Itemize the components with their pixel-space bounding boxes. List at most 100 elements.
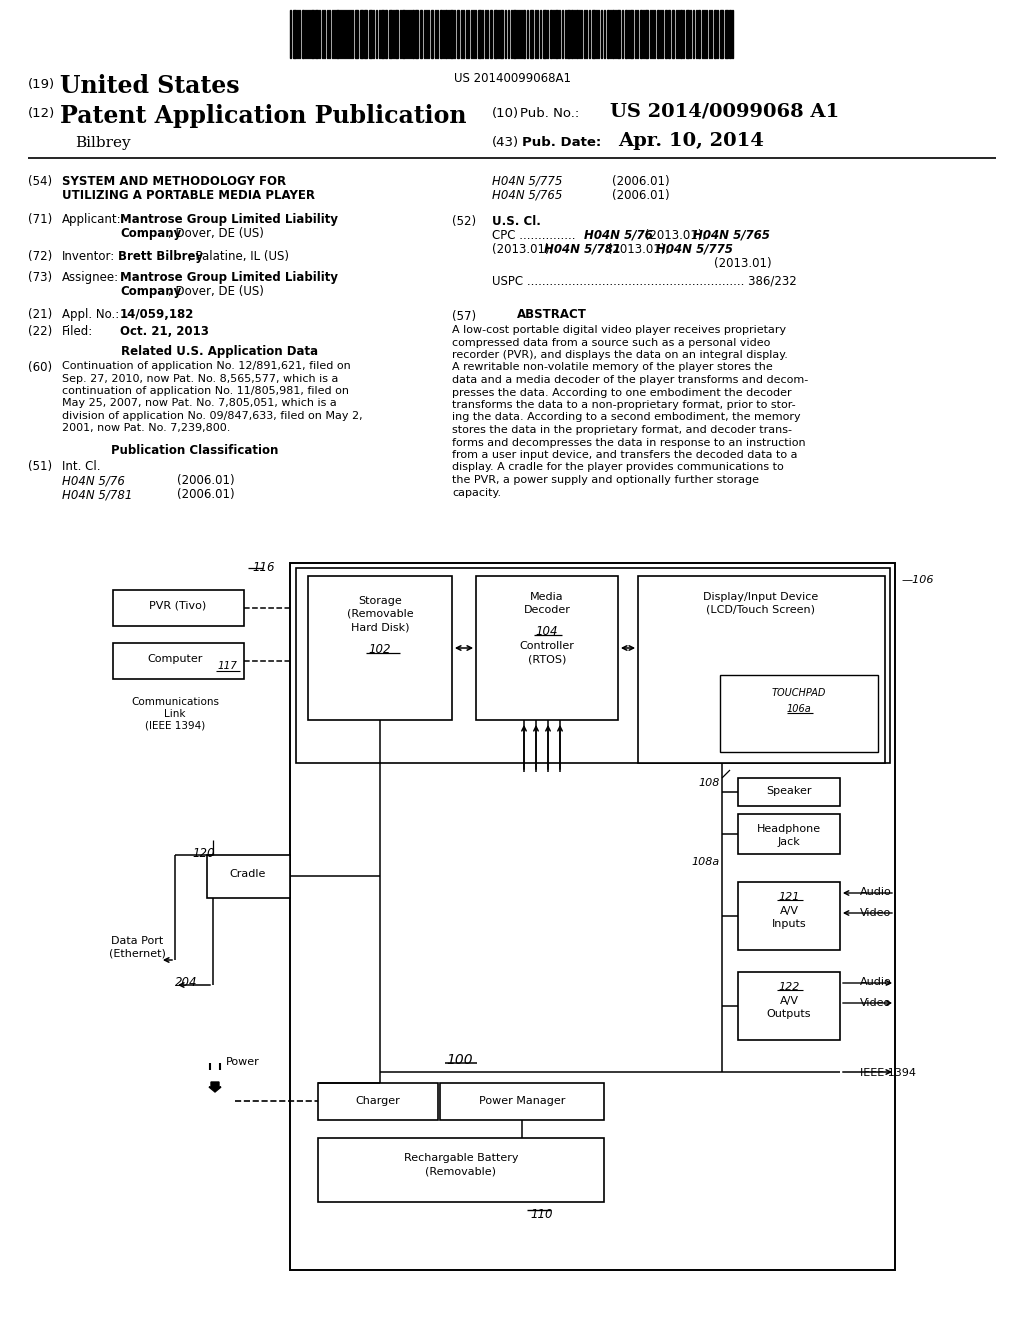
Text: Video: Video: [860, 908, 891, 917]
Bar: [440, 11, 442, 58]
Bar: [698, 11, 700, 58]
Text: Oct. 21, 2013: Oct. 21, 2013: [120, 325, 209, 338]
Text: Data Port: Data Port: [111, 936, 163, 946]
Bar: [457, 11, 459, 58]
Text: Audio: Audio: [860, 977, 892, 987]
Bar: [617, 11, 620, 58]
Text: 204: 204: [175, 975, 198, 989]
Bar: [571, 11, 573, 58]
Text: (21): (21): [28, 308, 52, 321]
Text: (71): (71): [28, 213, 52, 226]
Text: (2013.01);: (2013.01);: [492, 243, 557, 256]
Bar: [293, 11, 296, 58]
Text: (73): (73): [28, 271, 52, 284]
Bar: [431, 11, 433, 58]
Bar: [445, 11, 447, 58]
Text: H04N 5/765: H04N 5/765: [693, 228, 770, 242]
Text: Filed:: Filed:: [62, 325, 93, 338]
Text: (52): (52): [452, 215, 476, 228]
Bar: [476, 576, 618, 719]
Bar: [543, 11, 546, 58]
Text: Brett Bilbrey: Brett Bilbrey: [118, 249, 203, 263]
Text: from a user input device, and transfers the decoded data to a: from a user input device, and transfers …: [452, 450, 798, 459]
Text: 117: 117: [218, 661, 238, 671]
Bar: [668, 11, 670, 58]
Text: PVR (Tivo): PVR (Tivo): [150, 601, 207, 611]
Text: (12): (12): [28, 107, 55, 120]
Bar: [381, 11, 384, 58]
Text: Power: Power: [226, 1057, 260, 1067]
Text: 102: 102: [369, 643, 391, 656]
Bar: [738, 777, 840, 807]
Text: H04N 5/781: H04N 5/781: [544, 243, 621, 256]
Text: the PVR, a power supply and optionally further storage: the PVR, a power supply and optionally f…: [452, 475, 759, 484]
Bar: [657, 11, 659, 58]
Text: U.S. Cl.: U.S. Cl.: [492, 215, 541, 228]
Text: Computer: Computer: [147, 653, 203, 664]
Text: H04N 5/775: H04N 5/775: [492, 176, 562, 187]
Text: Inputs: Inputs: [772, 919, 806, 929]
Bar: [290, 564, 895, 1270]
Bar: [738, 972, 840, 1040]
Text: —106: —106: [902, 576, 935, 585]
Text: (2006.01): (2006.01): [612, 176, 670, 187]
Bar: [738, 814, 840, 854]
Bar: [355, 11, 358, 58]
Bar: [113, 643, 244, 678]
Bar: [478, 11, 481, 58]
Text: Related U.S. Application Data: Related U.S. Application Data: [122, 345, 318, 358]
Text: division of application No. 09/847,633, filed on May 2,: division of application No. 09/847,633, …: [62, 411, 362, 421]
Text: , Dover, DE (US): , Dover, DE (US): [168, 227, 264, 240]
Text: capacity.: capacity.: [452, 487, 501, 498]
Text: recorder (PVR), and displays the data on an integral display.: recorder (PVR), and displays the data on…: [452, 350, 787, 360]
Bar: [567, 11, 570, 58]
Text: (Removable: (Removable: [347, 609, 414, 619]
Bar: [686, 11, 689, 58]
Bar: [640, 11, 642, 58]
Text: Patent Application Publication: Patent Application Publication: [60, 104, 467, 128]
Bar: [500, 11, 503, 58]
Bar: [412, 11, 414, 58]
Text: Link: Link: [164, 709, 185, 719]
Text: presses the data. According to one embodiment the decoder: presses the data. According to one embod…: [452, 388, 792, 397]
Text: (43): (43): [492, 136, 519, 149]
Bar: [402, 11, 406, 58]
Bar: [714, 11, 716, 58]
Text: ABSTRACT: ABSTRACT: [517, 308, 587, 321]
Text: Audio: Audio: [860, 887, 892, 898]
Bar: [720, 675, 878, 752]
Text: 14/059,182: 14/059,182: [120, 308, 195, 321]
Bar: [420, 11, 422, 58]
Bar: [364, 11, 367, 58]
Text: Speaker: Speaker: [766, 785, 812, 796]
Bar: [415, 11, 418, 58]
Text: 108: 108: [698, 777, 720, 788]
Bar: [113, 590, 244, 626]
Bar: [550, 11, 552, 58]
Bar: [625, 11, 627, 58]
Text: 108a: 108a: [692, 857, 720, 867]
Text: Decoder: Decoder: [523, 605, 570, 615]
Text: Pub. No.:: Pub. No.:: [520, 107, 580, 120]
Text: CPC ...............: CPC ...............: [492, 228, 580, 242]
Text: A/V: A/V: [779, 997, 799, 1006]
Text: Assignee:: Assignee:: [62, 271, 119, 284]
Text: , Palatine, IL (US): , Palatine, IL (US): [188, 249, 289, 263]
Text: compressed data from a source such as a personal video: compressed data from a source such as a …: [452, 338, 770, 347]
Text: Apr. 10, 2014: Apr. 10, 2014: [618, 132, 764, 150]
Text: (2006.01): (2006.01): [612, 189, 670, 202]
Text: (2006.01): (2006.01): [177, 474, 234, 487]
Text: transforms the data to a non-proprietary format, prior to stor-: transforms the data to a non-proprietary…: [452, 400, 796, 411]
Bar: [311, 11, 314, 58]
Text: Controller: Controller: [519, 642, 574, 651]
Text: 104: 104: [536, 624, 558, 638]
Text: US 2014/0099068 A1: US 2014/0099068 A1: [610, 103, 840, 121]
Bar: [315, 11, 318, 58]
Text: A/V: A/V: [779, 906, 799, 916]
Bar: [494, 11, 497, 58]
Bar: [665, 11, 667, 58]
Bar: [638, 576, 885, 763]
Text: Storage: Storage: [358, 597, 401, 606]
Bar: [308, 576, 452, 719]
Text: Power Manager: Power Manager: [479, 1096, 565, 1106]
